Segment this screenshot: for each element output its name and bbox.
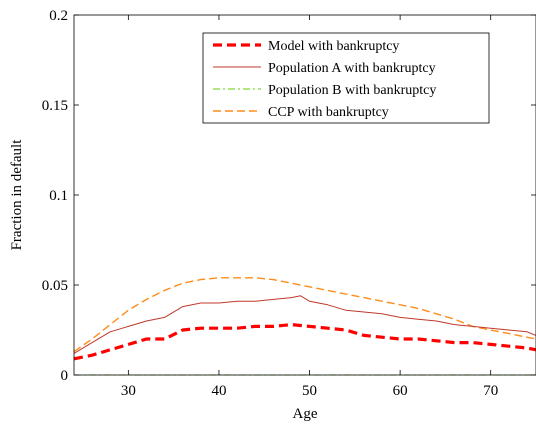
y-tick-label: 0.1: [49, 188, 68, 204]
legend-label-1: Model with bankruptcy: [268, 39, 399, 54]
x-tick-label: 60: [393, 383, 408, 399]
y-tick-label: 0.2: [49, 8, 68, 24]
x-tick-label: 40: [211, 383, 226, 399]
y-tick-label: 0: [61, 368, 69, 384]
axes: 30 40 50 60 70 0 0.05 0.1 0.15 0.2: [42, 8, 536, 399]
legend-box: [202, 32, 490, 124]
y-tick-label: 0.05: [42, 278, 68, 294]
series-line-2: [73, 295, 536, 354]
x-tick-label: 50: [302, 383, 317, 399]
legend-label-4: CCP with bankruptcy: [268, 105, 389, 120]
series-layer: [73, 277, 536, 376]
legend-label-2: Population A with bankruptcy: [268, 61, 436, 76]
legend: Model with bankruptcy Population A with b…: [202, 32, 490, 124]
legend-label-3: Population B with bankruptcy: [268, 83, 436, 98]
x-axis-label: Age: [293, 406, 318, 422]
x-tick-label: 70: [483, 383, 498, 399]
x-tick-label: 30: [121, 383, 136, 399]
y-tick-label: 0.15: [42, 98, 68, 114]
y-axis-label: Fraction in default: [9, 139, 25, 251]
series-line-4: [73, 277, 536, 353]
series-line-1: [73, 323, 536, 361]
